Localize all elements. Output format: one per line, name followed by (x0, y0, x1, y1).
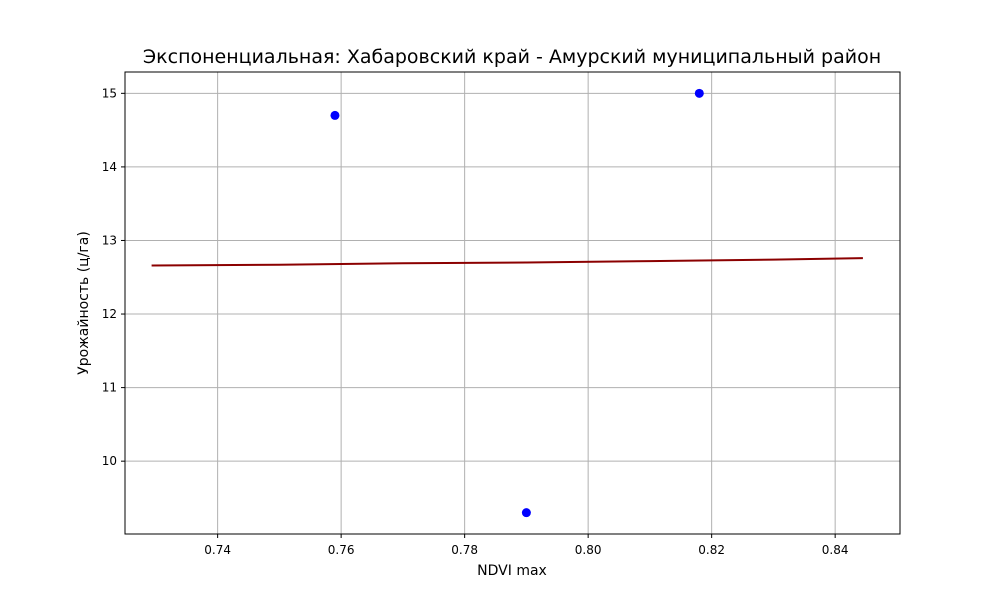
chart-title: Экспоненциальная: Хабаровский край - Аму… (143, 46, 881, 68)
y-tick-label: 11 (102, 381, 117, 395)
data-point (521, 508, 531, 518)
x-tick-label: 0.74 (204, 543, 231, 557)
x-tick-label: 0.82 (698, 543, 725, 557)
y-tick-label: 13 (102, 233, 117, 247)
y-tick-label: 14 (102, 160, 117, 174)
y-tick-label: 15 (102, 86, 117, 100)
y-axis-ticks: 10 11 12 13 14 15 (102, 86, 125, 468)
plot-frame (124, 71, 901, 535)
y-axis-label: Урожайность (ц/га) (76, 231, 92, 375)
x-axis-ticks: 0.74 0.76 0.78 0.80 0.82 0.84 (204, 534, 849, 557)
fit-line (151, 257, 863, 267)
data-point (694, 88, 704, 98)
grid-lines (125, 72, 900, 534)
y-tick-label: 12 (102, 307, 117, 321)
data-point (330, 110, 340, 120)
data-points (330, 88, 704, 518)
fit-line-group (151, 257, 863, 267)
x-tick-label: 0.84 (822, 543, 849, 557)
x-tick-label: 0.78 (451, 543, 478, 557)
x-tick-label: 0.80 (575, 543, 602, 557)
y-tick-label: 10 (102, 454, 117, 468)
x-axis-label: NDVI max (477, 563, 547, 579)
x-tick-label: 0.76 (328, 543, 355, 557)
